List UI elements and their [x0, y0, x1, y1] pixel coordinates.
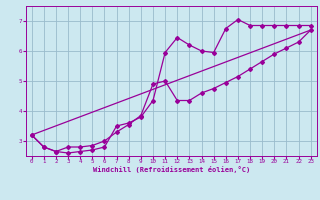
X-axis label: Windchill (Refroidissement éolien,°C): Windchill (Refroidissement éolien,°C): [92, 166, 250, 173]
